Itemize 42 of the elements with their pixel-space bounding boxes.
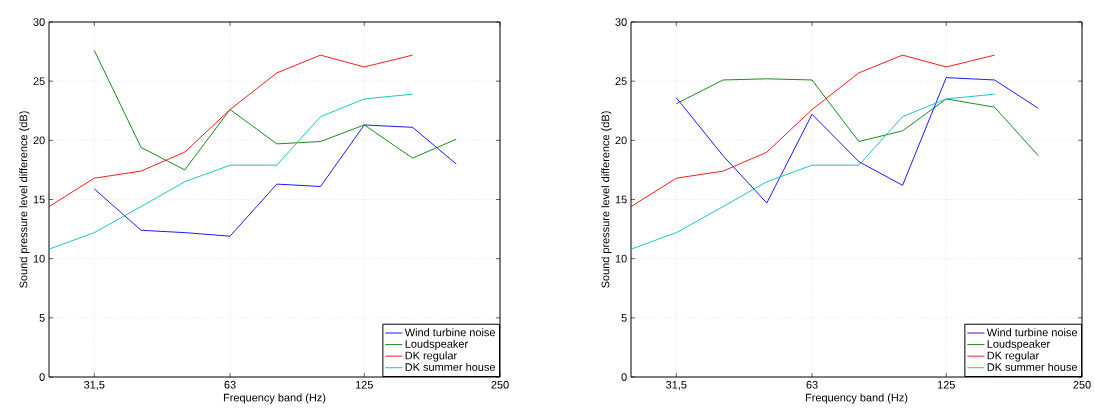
line-series	[93, 124, 457, 237]
y-tick-label: 15	[615, 195, 627, 204]
y-tick-label: 5	[39, 314, 45, 322]
y-tick-label: 0	[39, 373, 45, 381]
line-series	[49, 93, 414, 250]
y-tick-label: 30	[33, 18, 45, 26]
legend-label: Wind turbine noise	[404, 328, 496, 337]
y-tick-label: 20	[615, 136, 627, 145]
x-tick-label: 63	[224, 380, 236, 389]
y-tick-label: 25	[615, 77, 627, 86]
x-tick-label: 125	[355, 380, 373, 389]
x-tick-label: 125	[937, 380, 955, 389]
y-tick-label: 5	[621, 314, 627, 322]
legend-label: DK summer house	[405, 362, 496, 371]
y-tick-label: 25	[33, 77, 45, 86]
line-series	[93, 49, 457, 171]
y-tick-label: 30	[615, 18, 627, 26]
line-series	[631, 54, 996, 208]
legend-label: DK summer house	[987, 362, 1078, 371]
line-series	[675, 77, 1039, 204]
x-tick-label: 250	[491, 380, 509, 389]
y-tick-label: 10	[615, 254, 627, 263]
y-axis-title: Sound pressure level difference (dB)	[601, 111, 612, 288]
line-series	[49, 54, 414, 208]
x-axis-title: Frequency band (Hz)	[223, 393, 326, 404]
legend-label: DK regular	[405, 351, 457, 362]
x-tick-label: 250	[1073, 380, 1091, 389]
line-series	[631, 93, 996, 250]
legend-label: DK regular	[987, 351, 1039, 362]
x-axis-title: Frequency band (Hz)	[805, 393, 908, 404]
line-series	[675, 78, 1039, 157]
x-tick-label: 31,5	[666, 380, 687, 390]
legend-label: Loudspeaker	[405, 339, 468, 350]
y-tick-label: 15	[33, 195, 45, 204]
x-tick-label: 31,5	[84, 380, 105, 390]
y-tick-label: 0	[621, 373, 627, 381]
legend-label: Loudspeaker	[987, 339, 1050, 350]
legend-label: Wind turbine noise	[986, 328, 1078, 337]
x-tick-label: 63	[806, 380, 818, 389]
y-tick-label: 10	[33, 254, 45, 263]
y-tick-label: 20	[33, 136, 45, 145]
y-axis-title: Sound pressure level difference (dB)	[19, 111, 30, 288]
